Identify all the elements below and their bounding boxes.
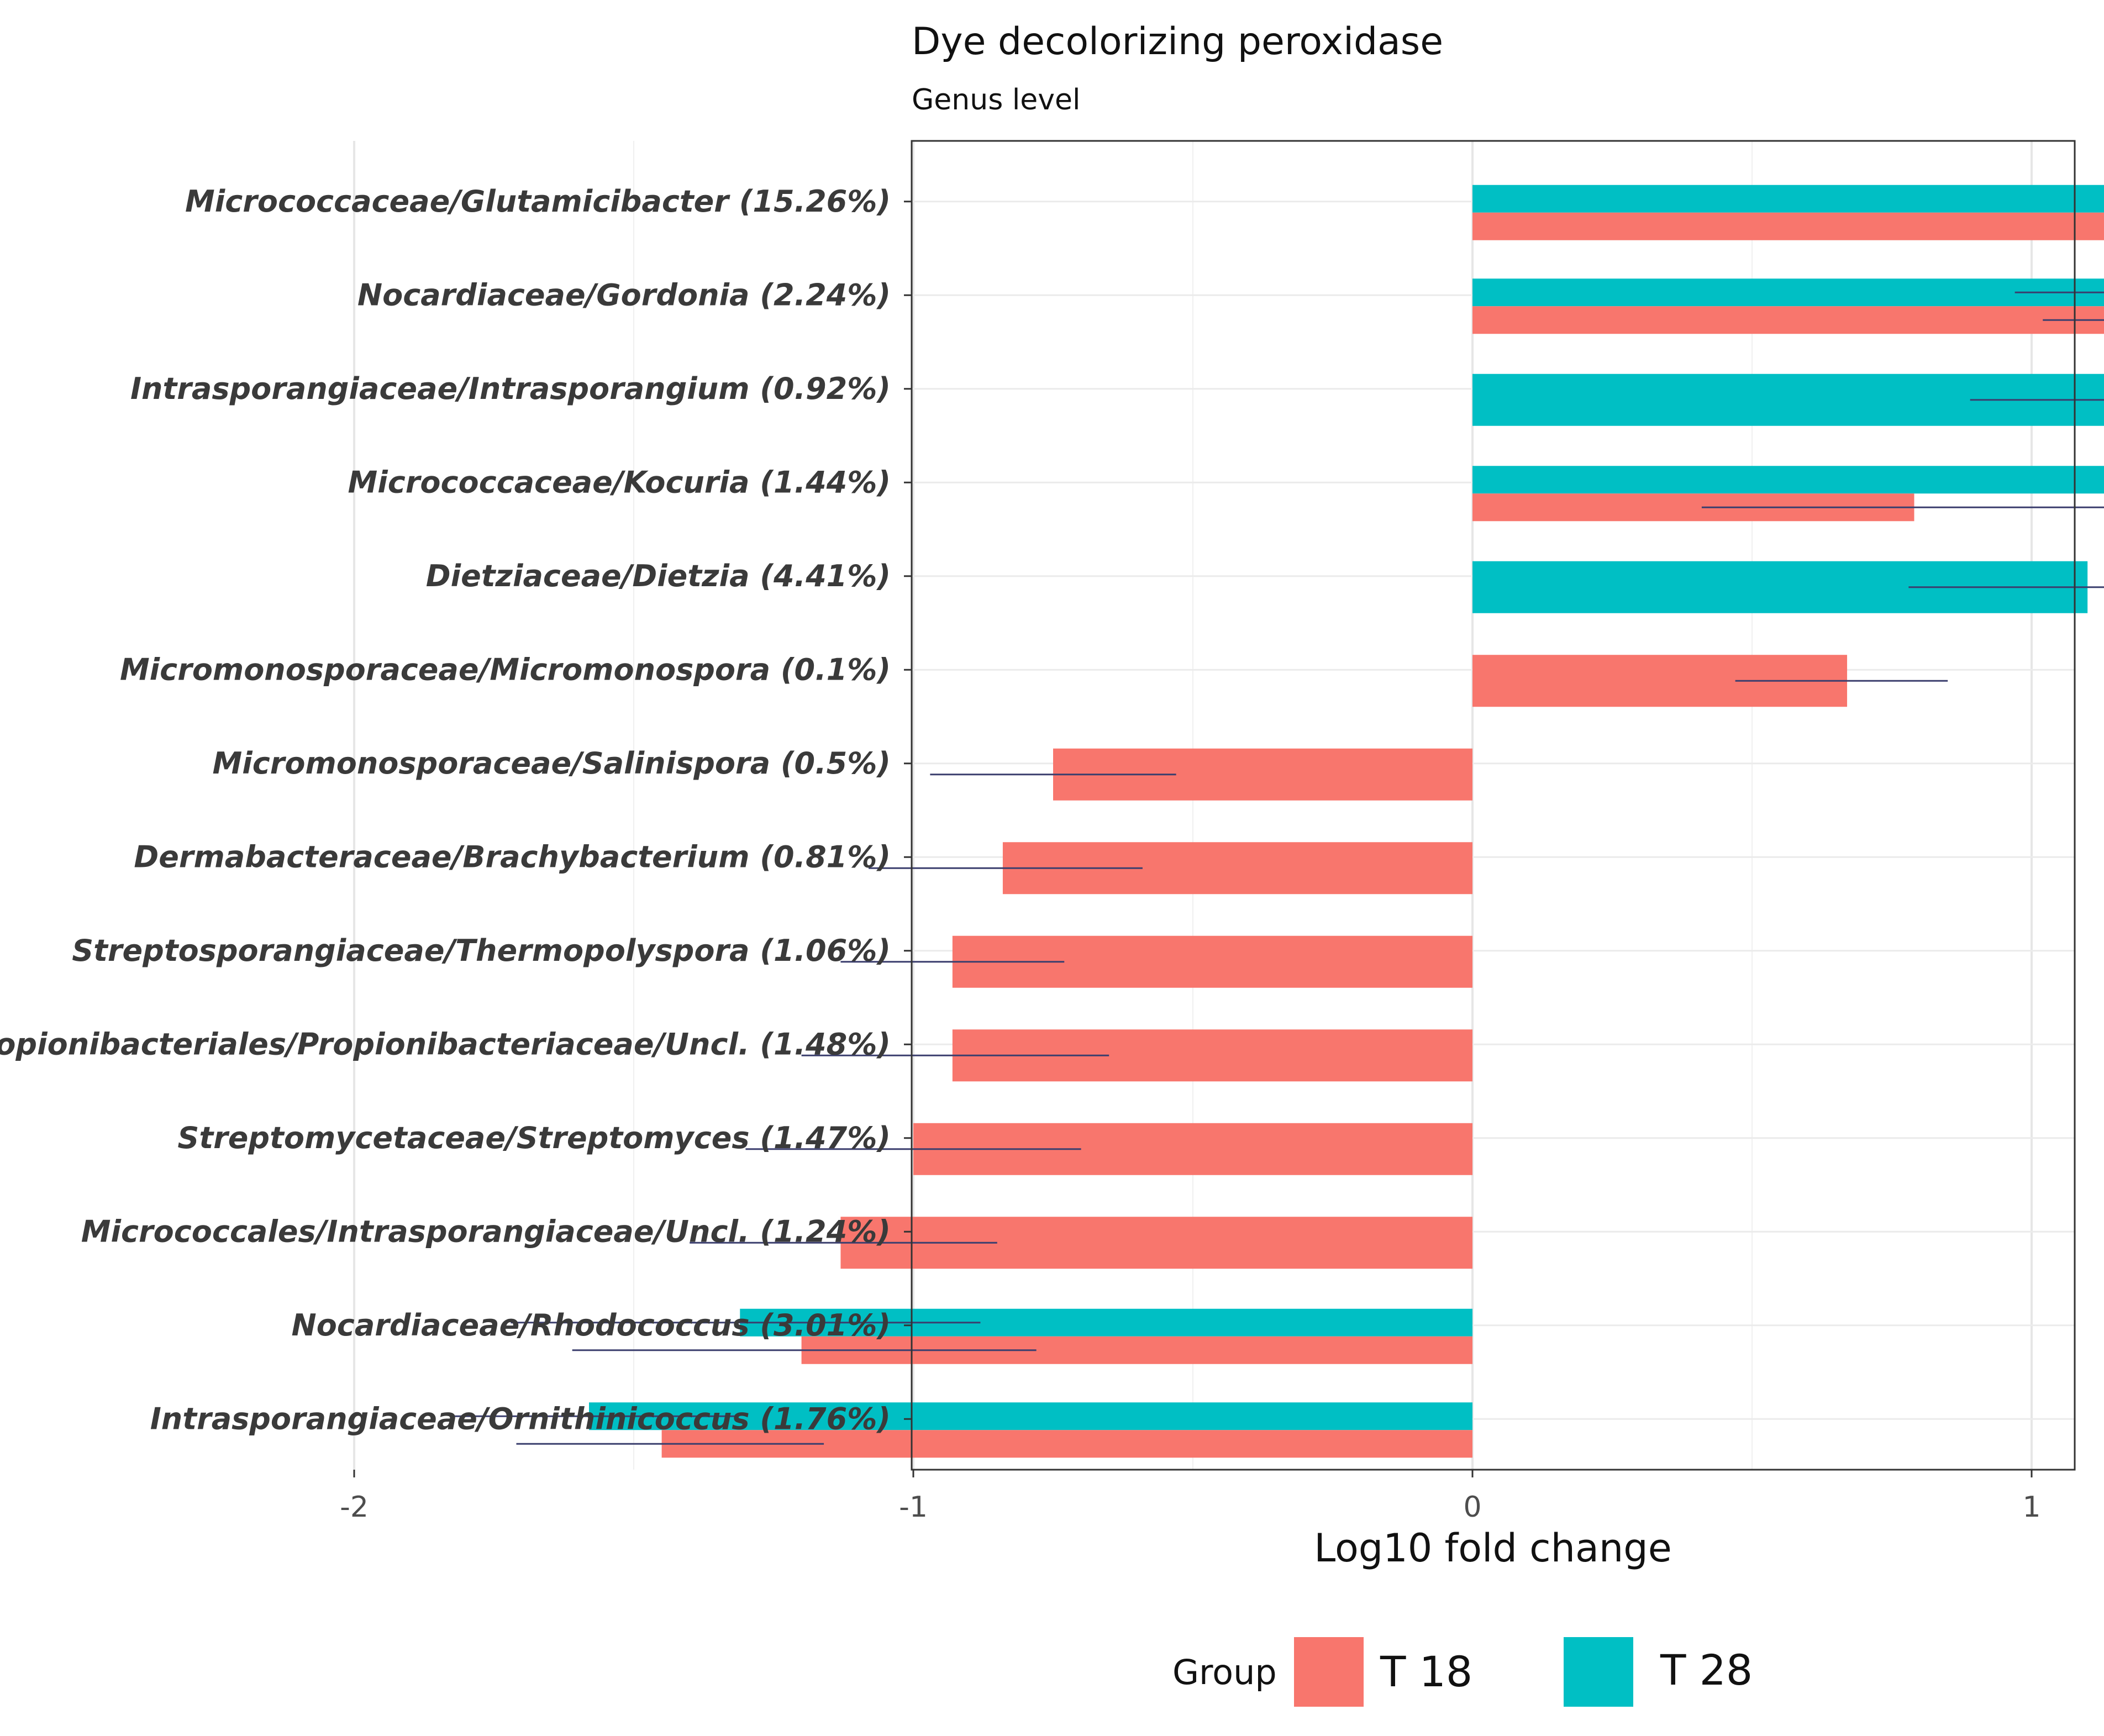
legend-label-t28: T 28: [1660, 1645, 1753, 1695]
category-label-9: Propionibacteriales/Propionibacteriaceae…: [0, 1027, 891, 1061]
bar-t18-1: [1472, 306, 2104, 334]
category-label-2: Intrasporangiaceae/Intrasporangium (0.92…: [130, 371, 891, 406]
legend-label-t18: T 18: [1380, 1647, 1472, 1696]
bar-t18-0: [1472, 212, 2104, 240]
x-tick-label-2: 0: [1463, 1491, 1481, 1524]
plot-panel-background: [912, 141, 2075, 1470]
category-label-6: Micromonosporaceae/Salinispora (0.5%): [213, 746, 891, 781]
x-axis-label: Log10 fold change: [1314, 1525, 1672, 1571]
legend-swatch-t28: [1564, 1637, 1633, 1707]
category-labels: Micrococcaceae/Glutamicibacter (15.26%) N…: [0, 184, 912, 1436]
chart-subtitle: Genus level: [912, 83, 1080, 117]
category-label-4: Dietziaceae/Dietzia (4.41%): [426, 559, 891, 593]
x-tick-label-1: -1: [899, 1491, 928, 1524]
plot-panel-border: [911, 140, 2076, 1471]
bar-t28-3: [1472, 466, 2104, 494]
legend-title: Group: [1172, 1652, 1277, 1692]
category-label-10: Streptomycetaceae/Streptomyces (1.47%): [177, 1120, 891, 1155]
error-bars: [455, 291, 2104, 1445]
bar-t28-0: [1472, 185, 2104, 213]
bar-t28-1: [1472, 278, 2104, 307]
category-label-13: Intrasporangiaceae/Ornithinicoccus (1.76…: [150, 1401, 891, 1436]
category-label-0: Micrococcaceae/Glutamicibacter (15.26%): [185, 184, 891, 219]
x-tick-label-0: -2: [340, 1491, 369, 1524]
category-label-1: Nocardiaceae/Gordonia (2.24%): [357, 277, 891, 312]
bars: [589, 185, 2104, 1458]
category-label-3: Micrococcaceae/Kocuria (1.44%): [348, 465, 891, 499]
bar-t28-13: [589, 1402, 1472, 1430]
x-tick-label-3: 1: [2022, 1491, 2040, 1524]
category-label-12: Nocardiaceae/Rhodococcus (3.01%): [292, 1308, 891, 1343]
category-label-5: Micromonosporaceae/Micromonospora (0.1%): [120, 652, 891, 687]
legend: Group T 18 T 28: [1172, 1637, 1753, 1707]
category-label-8: Streptosporangiaceae/Thermopolyspora (1.…: [72, 933, 891, 968]
legend-swatch-t18: [1294, 1637, 1364, 1707]
x-axis-ticks: -2-1012: [340, 1470, 2041, 1524]
chart-title: Dye decolorizing peroxidase: [912, 20, 1443, 64]
category-label-11: Micrococcales/Intrasporangiaceae/Uncl. (…: [81, 1214, 891, 1249]
category-label-7: Dermabacteraceae/Brachybacterium (0.81%): [134, 839, 891, 874]
